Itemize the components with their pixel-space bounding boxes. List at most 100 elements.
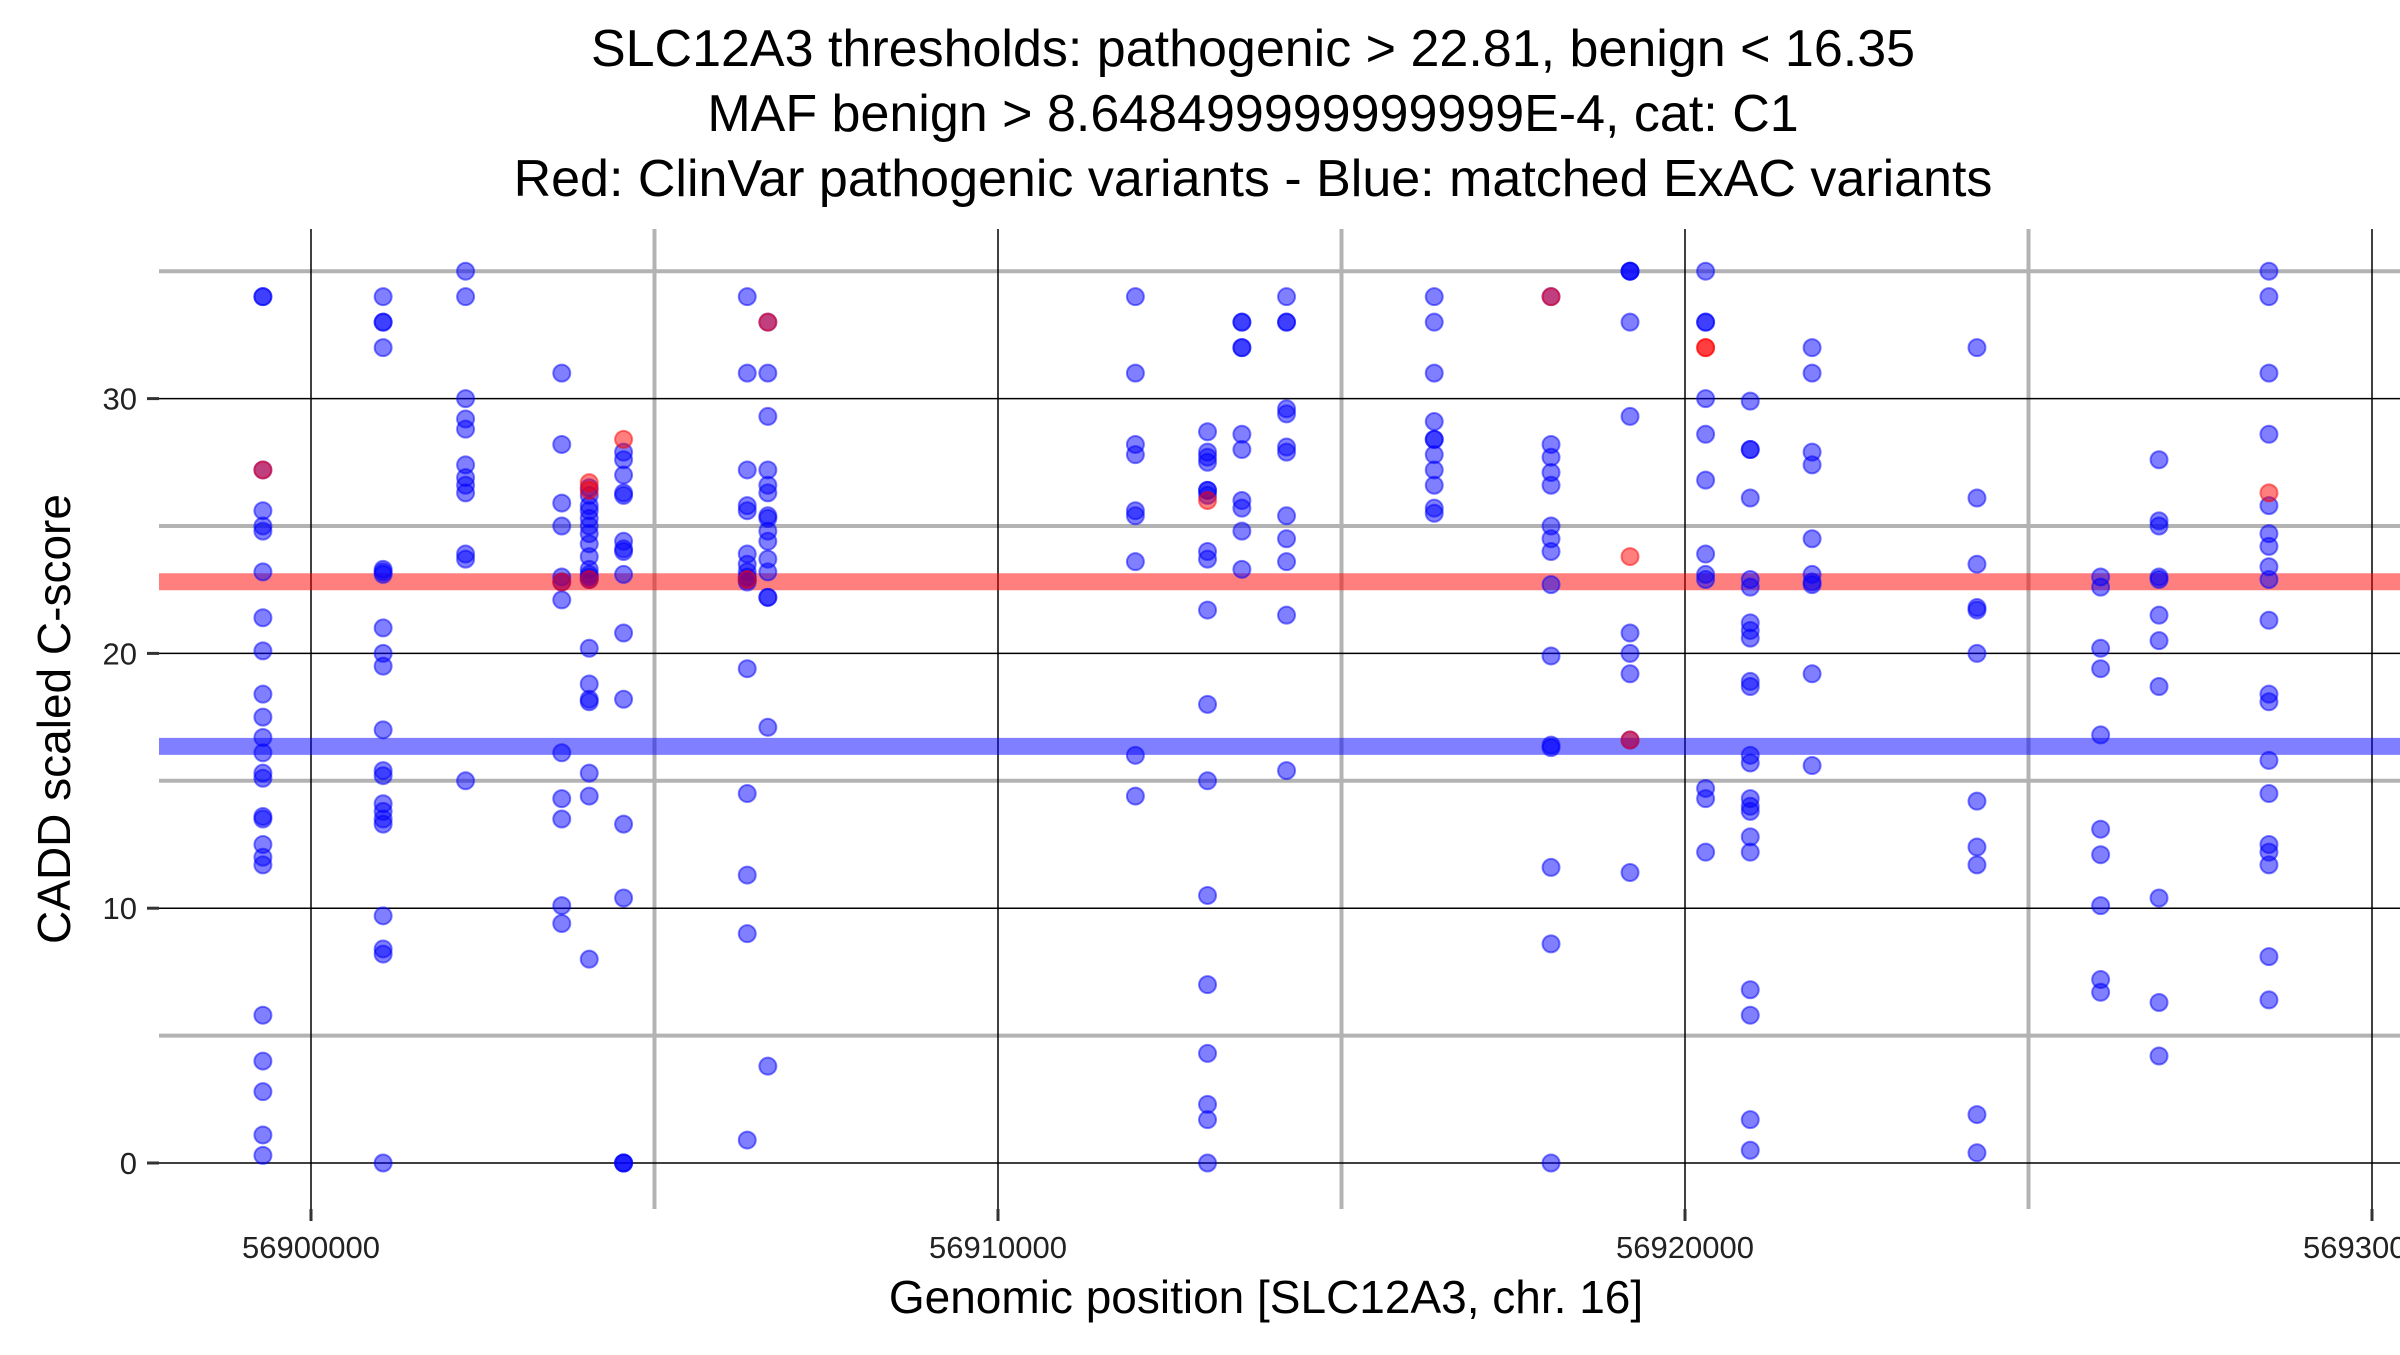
exac-variant-point xyxy=(2091,577,2111,597)
exac-variant-point xyxy=(1696,424,1716,444)
exac-variant-point xyxy=(1967,837,1987,857)
chart-title-line-2: MAF benign > 8.648499999999999E-4, cat: … xyxy=(707,85,1798,143)
exac-variant-point xyxy=(614,814,634,834)
exac-variant-point xyxy=(2149,1046,2169,1066)
exac-variant-point xyxy=(1620,312,1640,332)
x-axis-label: Genomic position [SLC12A3, chr. 16] xyxy=(889,1271,1643,1323)
clinvar-variant-point xyxy=(758,312,778,332)
exac-variant-point xyxy=(373,720,393,740)
y-axis-label: CADD scaled C-score xyxy=(28,494,80,944)
exac-variant-point xyxy=(253,562,273,582)
exac-variant-point xyxy=(253,287,273,307)
exac-variant-point xyxy=(373,564,393,584)
exac-variant-point xyxy=(456,287,476,307)
exac-variant-point xyxy=(253,608,273,628)
exac-variant-point xyxy=(2091,659,2111,679)
exac-variant-point xyxy=(373,618,393,638)
exac-variant-point xyxy=(1696,261,1716,281)
exac-variant-point xyxy=(1541,541,1561,561)
exac-variant-point xyxy=(2259,363,2279,383)
exac-variant-point xyxy=(1277,442,1297,462)
exac-variant-point xyxy=(737,363,757,383)
clinvar-variant-point xyxy=(253,460,273,480)
exac-variant-point xyxy=(758,406,778,426)
exac-variant-point xyxy=(1740,577,1760,597)
exac-variant-point xyxy=(758,587,778,607)
exac-variant-point xyxy=(1740,801,1760,821)
exac-variant-point xyxy=(1541,575,1561,595)
exac-variant-point xyxy=(552,590,572,610)
exac-variant-point xyxy=(1541,857,1561,877)
exac-variant-point xyxy=(1802,664,1822,684)
y-tick-label: 30 xyxy=(103,382,137,417)
exac-variant-point xyxy=(1125,745,1145,765)
exac-variant-point xyxy=(1198,549,1218,569)
exac-variant-point xyxy=(1620,863,1640,883)
exac-variant-point xyxy=(1696,789,1716,809)
exac-variant-point xyxy=(1277,529,1297,549)
exac-variant-point xyxy=(1967,488,1987,508)
exac-variant-point xyxy=(1740,628,1760,648)
exac-variant-point xyxy=(1198,885,1218,905)
exac-variant-point xyxy=(1967,855,1987,875)
exac-variant-point xyxy=(1198,975,1218,995)
exac-variant-point xyxy=(552,789,572,809)
exac-variant-point xyxy=(1277,506,1297,526)
exac-variant-point xyxy=(2149,888,2169,908)
exac-variant-point xyxy=(456,549,476,569)
exac-variant-point xyxy=(737,659,757,679)
exac-variant-point xyxy=(253,1145,273,1165)
exac-variant-point xyxy=(456,389,476,409)
exac-variant-point xyxy=(737,924,757,944)
exac-variant-point xyxy=(1967,600,1987,620)
exac-variant-point xyxy=(1541,934,1561,954)
exac-variant-point xyxy=(1232,312,1252,332)
exac-variant-point xyxy=(1620,643,1640,663)
exac-variant-point xyxy=(1198,1043,1218,1063)
exac-variant-point xyxy=(2259,424,2279,444)
exac-variant-point xyxy=(2091,725,2111,745)
exac-variant-point xyxy=(1277,761,1297,781)
exac-variant-point xyxy=(1125,552,1145,572)
exac-variant-point xyxy=(2259,855,2279,875)
exac-variant-point xyxy=(456,261,476,281)
exac-variant-point xyxy=(2259,287,2279,307)
exac-variant-point xyxy=(2259,570,2279,590)
exac-variant-point xyxy=(2149,605,2169,625)
exac-variant-point xyxy=(614,485,634,505)
exac-variant-point xyxy=(1696,470,1716,490)
exac-variant-point xyxy=(2149,516,2169,536)
exac-variant-point xyxy=(552,434,572,454)
exac-variant-point xyxy=(1125,363,1145,383)
exac-variant-point xyxy=(1424,503,1444,523)
exac-variant-point xyxy=(2149,570,2169,590)
exac-variant-point xyxy=(253,1125,273,1145)
exac-variant-point xyxy=(758,562,778,582)
exac-variant-point xyxy=(737,501,757,521)
exac-variant-point xyxy=(552,516,572,536)
chart-title-line-1: SLC12A3 thresholds: pathogenic > 22.81, … xyxy=(591,20,1915,78)
exac-variant-point xyxy=(1198,422,1218,442)
exac-variant-point xyxy=(253,809,273,829)
exac-variant-point xyxy=(1967,1105,1987,1125)
clinvar-variant-point xyxy=(1198,491,1218,511)
exac-variant-point xyxy=(758,531,778,551)
exac-variant-point xyxy=(2259,784,2279,804)
exac-variant-point xyxy=(737,1130,757,1150)
y-tick-label: 20 xyxy=(103,636,137,671)
exac-variant-point xyxy=(1620,623,1640,643)
exac-variant-point xyxy=(614,888,634,908)
exac-variant-point xyxy=(253,1005,273,1025)
clinvar-variant-point xyxy=(1620,730,1640,750)
exac-variant-point xyxy=(552,896,572,916)
exac-variant-point xyxy=(1802,575,1822,595)
exac-variant-point xyxy=(614,623,634,643)
exac-variant-point xyxy=(758,483,778,503)
exac-variant-point xyxy=(1740,677,1760,697)
exac-variant-point xyxy=(1541,1153,1561,1173)
threshold-lines xyxy=(159,573,2400,755)
exac-variant-point xyxy=(373,906,393,926)
exac-variant-point xyxy=(1198,1153,1218,1173)
exac-variant-point xyxy=(2259,990,2279,1010)
y-tick-label: 0 xyxy=(120,1146,137,1181)
